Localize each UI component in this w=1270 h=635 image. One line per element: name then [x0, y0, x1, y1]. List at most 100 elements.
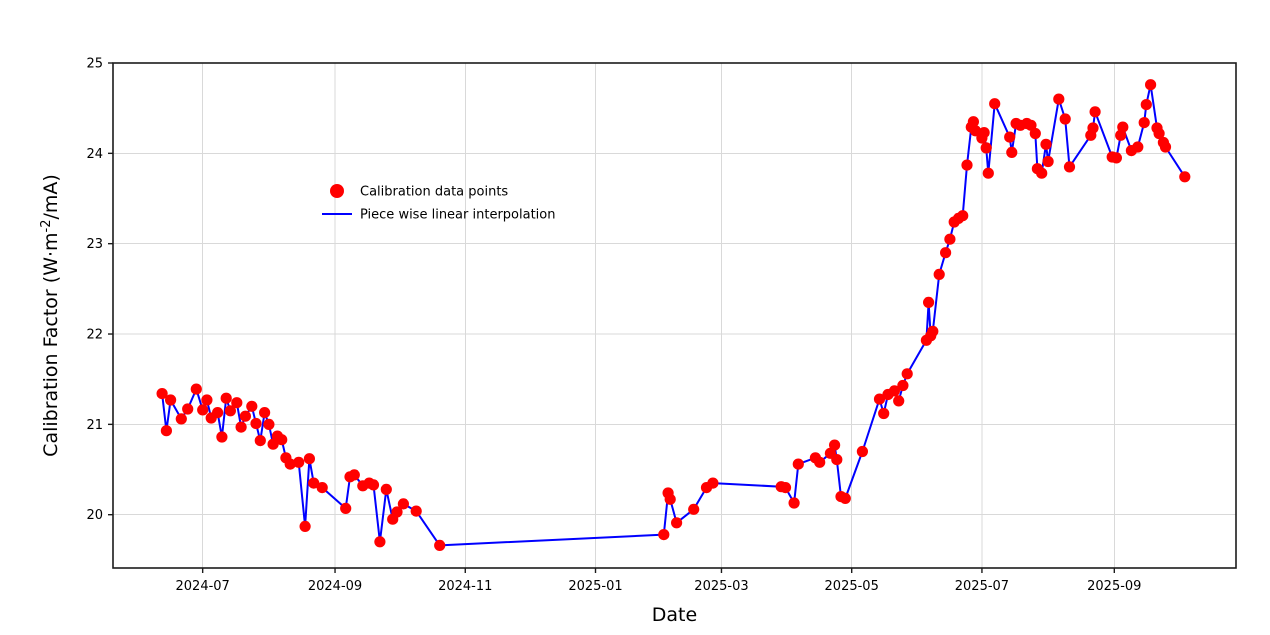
data-point: [276, 434, 288, 446]
data-point: [1040, 138, 1052, 150]
data-point: [989, 98, 1001, 110]
data-point: [1025, 119, 1037, 131]
data-point: [235, 421, 247, 433]
data-point: [944, 233, 956, 245]
data-point: [410, 505, 422, 517]
data-point: [814, 456, 826, 468]
data-point: [1042, 155, 1054, 168]
data-point: [1059, 113, 1071, 125]
data-point: [664, 493, 676, 505]
data-point: [688, 503, 700, 515]
data-point: [1110, 152, 1122, 164]
data-point: [1036, 167, 1048, 179]
data-point: [933, 268, 945, 280]
plot-area-border: [112, 62, 1237, 569]
data-point: [397, 498, 409, 510]
data-point: [878, 407, 890, 420]
data-point: [957, 210, 969, 222]
data-point: [220, 392, 232, 404]
y-tick-label: 24: [86, 147, 103, 162]
data-point: [779, 482, 792, 494]
data-point: [897, 379, 909, 392]
data-point: [839, 492, 851, 504]
data-point: [978, 127, 990, 139]
data-point: [391, 506, 403, 518]
data-point: [197, 404, 209, 416]
data-point: [1063, 161, 1076, 173]
x-tick-label: 2025-01: [568, 579, 622, 594]
y-tick-label: 22: [86, 328, 103, 343]
data-point: [156, 388, 168, 400]
data-point: [160, 425, 172, 437]
y-tick-label: 25: [86, 57, 103, 72]
data-point: [1145, 79, 1157, 91]
data-point: [792, 458, 804, 470]
data-point: [1087, 122, 1099, 134]
data-point: [190, 383, 202, 395]
data-point: [940, 247, 952, 259]
x-tick-label: 2025-09: [1087, 579, 1141, 594]
y-axis-label: Calibration Factor (W·m-2/mA): [39, 174, 62, 457]
data-point: [923, 296, 935, 308]
data-point: [303, 453, 315, 465]
data-point: [831, 454, 843, 466]
data-point: [175, 413, 187, 425]
data-point: [263, 418, 275, 430]
data-point: [658, 529, 670, 541]
data-point: [308, 477, 320, 489]
data-point: [434, 539, 446, 552]
y-tick-label: 23: [86, 237, 103, 252]
data-point: [1117, 121, 1129, 133]
data-point: [239, 410, 251, 422]
x-tick-label: 2024-11: [438, 579, 492, 594]
data-point: [888, 385, 901, 397]
data-point: [231, 397, 243, 409]
data-point: [259, 407, 271, 419]
data-point: [348, 469, 360, 481]
data-point: [340, 502, 352, 514]
data-points: [156, 79, 1191, 552]
data-point: [1179, 171, 1191, 183]
data-point: [1138, 117, 1150, 129]
data-point: [707, 477, 719, 489]
data-point: [165, 394, 177, 406]
data-point: [374, 536, 386, 548]
data-point: [671, 517, 683, 529]
data-point: [901, 368, 913, 380]
data-point: [1159, 141, 1172, 153]
data-point: [293, 456, 305, 468]
data-point: [224, 405, 236, 417]
x-tick-label: 2025-07: [955, 579, 1009, 594]
data-point: [927, 325, 939, 337]
data-point: [299, 520, 311, 533]
data-point: [856, 445, 869, 458]
legend-item-label: Piece wise linear interpolation: [360, 208, 555, 223]
x-tick-label: 2024-09: [308, 579, 362, 594]
data-point: [1053, 93, 1065, 105]
data-point: [969, 125, 982, 137]
data-point: [1089, 106, 1101, 118]
x-tick-label: 2025-03: [694, 579, 748, 594]
data-point: [284, 458, 296, 470]
data-point: [246, 400, 258, 412]
data-point: [1029, 127, 1041, 140]
y-tick-label: 21: [86, 418, 103, 433]
x-axis-label: Date: [652, 604, 697, 626]
data-point: [1140, 99, 1152, 111]
legend: Calibration data points Piece wise linear…: [322, 184, 555, 223]
data-point: [201, 394, 213, 406]
y-tick-label: 20: [86, 508, 103, 523]
data-point: [1153, 127, 1165, 140]
legend-marker-1: [330, 184, 344, 198]
data-point: [254, 435, 266, 447]
data-point: [873, 393, 886, 405]
data-point: [250, 417, 262, 430]
data-point: [367, 479, 380, 491]
data-point: [980, 142, 992, 154]
data-point: [829, 439, 841, 451]
x-tick-label: 2025-05: [825, 579, 879, 594]
data-point: [967, 116, 980, 128]
